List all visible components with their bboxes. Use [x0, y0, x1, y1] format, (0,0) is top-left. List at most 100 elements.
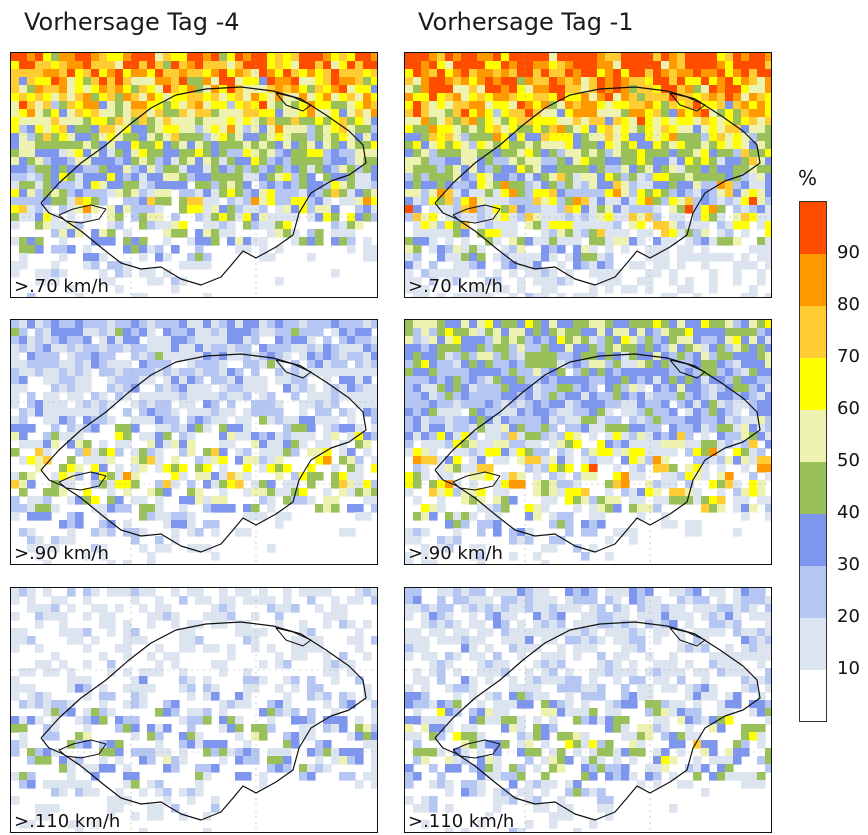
probability-cell: [597, 77, 606, 86]
probability-cell: [509, 336, 518, 345]
probability-cell: [549, 480, 558, 489]
probability-cell: [717, 53, 726, 62]
probability-cell: [115, 740, 124, 749]
probability-cell: [725, 149, 734, 158]
probability-cell: [565, 237, 574, 246]
probability-cell: [243, 620, 252, 629]
probability-cell: [725, 344, 734, 353]
probability-cell: [565, 253, 574, 262]
probability-cell: [259, 392, 268, 401]
probability-cell: [195, 528, 204, 537]
probability-cell: [371, 141, 377, 150]
probability-cell: [605, 125, 614, 134]
probability-cell: [99, 189, 108, 198]
probability-cell: [163, 708, 172, 717]
probability-cell: [437, 400, 446, 409]
probability-cell: [597, 400, 606, 409]
probability-cell: [211, 660, 220, 669]
probability-cell: [75, 117, 84, 126]
probability-cell: [315, 456, 324, 465]
probability-cell: [251, 125, 260, 134]
probability-cell: [573, 221, 582, 230]
probability-cell: [51, 488, 60, 497]
probability-cell: [171, 93, 180, 102]
probability-cell: [347, 221, 356, 230]
probability-cell: [19, 109, 28, 118]
probability-cell: [363, 448, 372, 457]
probability-cell: [421, 221, 430, 230]
probability-cell: [107, 205, 116, 214]
probability-cell: [171, 352, 180, 361]
probability-cell: [187, 796, 196, 805]
probability-cell: [749, 456, 758, 465]
probability-cell: [19, 165, 28, 174]
probability-cell: [219, 408, 228, 417]
probability-cell: [525, 504, 534, 513]
probability-cell: [517, 181, 526, 190]
probability-cell: [757, 77, 766, 86]
probability-cell: [323, 336, 332, 345]
probability-cell: [163, 336, 172, 345]
probability-cell: [371, 109, 377, 118]
probability-cell: [219, 133, 228, 142]
probability-cell: [227, 69, 236, 78]
probability-cell: [299, 496, 308, 505]
probability-cell: [653, 488, 662, 497]
probability-cell: [533, 157, 542, 166]
probability-cell: [163, 652, 172, 661]
probability-cell: [299, 344, 308, 353]
probability-cell: [259, 149, 268, 158]
probability-cell: [211, 173, 220, 182]
probability-cell: [211, 392, 220, 401]
probability-cell: [597, 269, 606, 278]
probability-cell: [91, 360, 100, 369]
probability-cell: [693, 253, 702, 262]
probability-cell: [701, 85, 710, 94]
probability-cell: [187, 684, 196, 693]
probability-cell: [573, 53, 582, 62]
probability-cell: [195, 237, 204, 246]
probability-cell: [235, 472, 244, 481]
probability-cell: [493, 157, 502, 166]
probability-cell: [75, 360, 84, 369]
probability-cell: [429, 205, 438, 214]
probability-cell: [179, 173, 188, 182]
probability-cell: [187, 488, 196, 497]
probability-cell: [35, 448, 44, 457]
probability-cell: [613, 53, 622, 62]
probability-cell: [629, 157, 638, 166]
probability-cell: [323, 504, 332, 513]
probability-cell: [155, 448, 164, 457]
probability-cell: [339, 376, 348, 385]
probability-cell: [291, 189, 300, 198]
probability-cell: [243, 85, 252, 94]
probability-cell: [757, 197, 766, 206]
probability-cell: [115, 392, 124, 401]
probability-cell: [323, 448, 332, 457]
probability-cell: [371, 117, 377, 126]
probability-cell: [243, 636, 252, 645]
probability-cell: [541, 293, 550, 297]
probability-cell: [405, 328, 414, 337]
probability-cell: [267, 85, 276, 94]
probability-cell: [605, 408, 614, 417]
probability-cell: [405, 181, 414, 190]
probability-cell: [363, 125, 372, 134]
probability-cell: [589, 424, 598, 433]
probability-cell: [701, 424, 710, 433]
probability-cell: [645, 53, 654, 62]
probability-cell: [717, 125, 726, 134]
probability-cell: [155, 352, 164, 361]
probability-cell: [139, 416, 148, 425]
probability-cell: [445, 253, 454, 262]
probability-cell: [243, 700, 252, 709]
probability-cell: [259, 320, 268, 329]
probability-cell: [485, 173, 494, 182]
probability-cell: [363, 352, 372, 361]
probability-cell: [469, 261, 478, 270]
probability-cell: [155, 189, 164, 198]
probability-cell: [187, 512, 196, 521]
probability-cell: [203, 213, 212, 222]
probability-cell: [283, 141, 292, 150]
probability-cell: [613, 588, 622, 597]
